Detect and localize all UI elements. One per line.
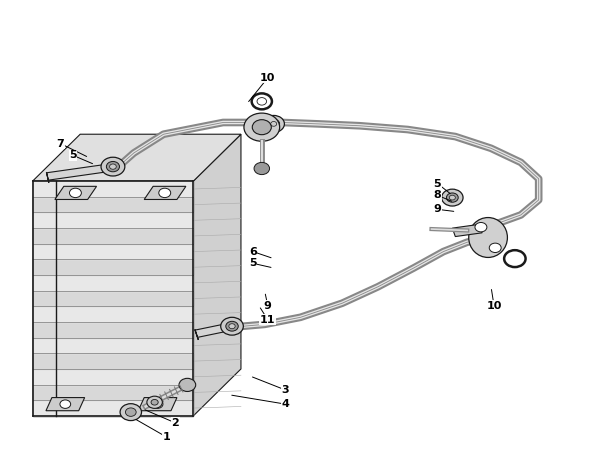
Circle shape	[151, 399, 158, 405]
Ellipse shape	[469, 218, 507, 257]
Circle shape	[263, 115, 284, 133]
Circle shape	[270, 122, 276, 126]
Polygon shape	[32, 181, 194, 416]
Text: 4: 4	[282, 399, 290, 409]
Text: 7: 7	[56, 139, 64, 149]
Circle shape	[70, 188, 81, 198]
Circle shape	[221, 317, 243, 335]
Circle shape	[229, 324, 235, 329]
Circle shape	[244, 113, 279, 141]
Text: 6: 6	[249, 247, 257, 256]
Circle shape	[252, 120, 271, 135]
Text: 10: 10	[486, 301, 502, 311]
Circle shape	[159, 188, 171, 198]
Circle shape	[120, 404, 141, 420]
Text: 9: 9	[264, 301, 272, 311]
Text: 11: 11	[260, 314, 275, 324]
Text: 5: 5	[249, 258, 257, 268]
Circle shape	[226, 321, 238, 331]
Text: 9: 9	[433, 204, 441, 214]
Circle shape	[442, 189, 463, 206]
Text: 5: 5	[69, 151, 77, 161]
Text: 5: 5	[434, 179, 441, 189]
Text: 10: 10	[260, 73, 275, 83]
Polygon shape	[453, 224, 482, 237]
Polygon shape	[46, 398, 85, 411]
Circle shape	[101, 157, 125, 176]
Polygon shape	[32, 134, 241, 181]
Circle shape	[450, 195, 456, 200]
Circle shape	[109, 164, 116, 169]
Circle shape	[152, 400, 163, 408]
Polygon shape	[47, 164, 108, 180]
Circle shape	[489, 243, 501, 253]
Circle shape	[254, 162, 269, 175]
Text: 1: 1	[163, 432, 171, 442]
Circle shape	[179, 378, 196, 391]
Text: 3: 3	[282, 385, 290, 395]
Polygon shape	[46, 172, 49, 183]
Polygon shape	[55, 186, 97, 200]
Polygon shape	[138, 398, 177, 411]
Circle shape	[447, 193, 458, 202]
Circle shape	[147, 396, 162, 408]
Circle shape	[106, 162, 120, 172]
Text: 8: 8	[433, 190, 441, 200]
Polygon shape	[195, 322, 236, 337]
Polygon shape	[144, 186, 186, 200]
Polygon shape	[195, 329, 198, 340]
Circle shape	[60, 400, 71, 408]
Polygon shape	[194, 134, 241, 416]
Circle shape	[126, 408, 136, 417]
Circle shape	[268, 119, 279, 129]
Circle shape	[475, 222, 487, 232]
Text: 2: 2	[171, 418, 179, 428]
